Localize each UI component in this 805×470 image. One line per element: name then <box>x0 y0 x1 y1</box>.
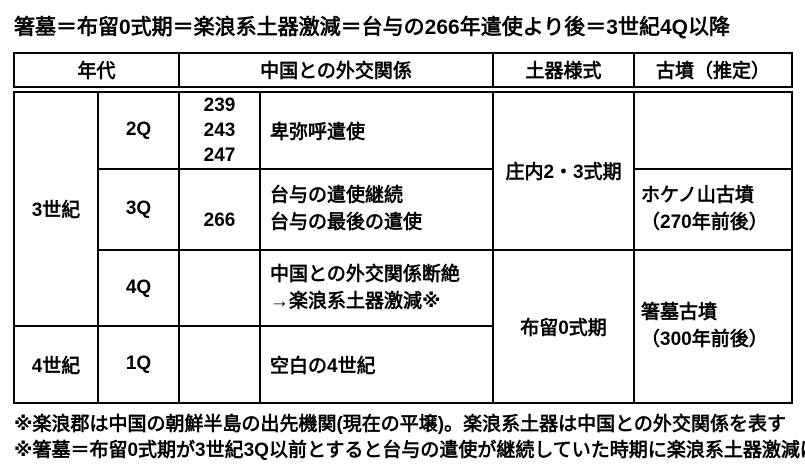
himiko-year-243: 243 <box>203 119 236 141</box>
table-row-1q: 4世紀 1Q 空白の4世紀 <box>13 324 792 404</box>
cell-pottery-shonai: 庄内2・3式期 <box>492 88 636 251</box>
header-china-relations: 中国との外交関係 <box>178 52 495 93</box>
table-row-3q: 3Q 266 台与の遣使継続 台与の最後の遣使 ホケノ山古墳 （270年前後） <box>14 167 794 251</box>
chronology-table: 年代 中国との外交関係 土器様式 古墳（推定） 3世紀 2Q 239 243 2… <box>12 52 794 404</box>
himiko-year-247: 247 <box>203 144 236 166</box>
cell-century-4: 4世紀 <box>13 324 99 404</box>
kofun-hokeno-name: ホケノ山古墳 <box>641 185 754 206</box>
cell-rupture-event: 中国との外交関係断絶 →楽浪系土器激減※ <box>259 248 495 327</box>
kofun-hokeno-date: （270年前後） <box>641 212 768 233</box>
rupture-line2: →楽浪系土器激減※ <box>270 290 441 312</box>
header-kofun: 古墳（推定） <box>633 52 794 93</box>
rupture-line1: 中国との外交関係断絶 <box>270 263 460 285</box>
kofun-hashihaka-date: （300年前後） <box>641 329 768 350</box>
cell-blank-century-event: 空白の4世紀 <box>259 324 495 404</box>
table-row-2q: 3世紀 2Q 239 243 247 卑弥呼遣使 庄内2・3式期 <box>13 88 794 327</box>
cell-pottery-furu: 布留0式期 <box>492 248 636 404</box>
cell-year-1q-empty <box>178 324 262 404</box>
cell-himiko-event: 卑弥呼遣使 <box>259 88 495 170</box>
cell-kofun-hashihaka: 箸墓古墳 （300年前後） <box>633 248 794 404</box>
taiyo-event-line2: 台与の最後の遣使 <box>270 212 423 233</box>
cell-quarter-3q: 3Q <box>96 167 181 251</box>
taiyo-event-line1: 台与の遣使継続 <box>270 185 404 206</box>
footnote-hashihaka: ※箸墓＝布留0式期が3世紀3Q以前とすると台与の遣使が継続していた時期に楽浪系土… <box>14 440 805 461</box>
cell-quarter-1q: 1Q <box>96 324 181 404</box>
cell-kofun-2q-empty <box>633 88 794 170</box>
cell-quarter-4q: 4Q <box>96 248 181 327</box>
header-era: 年代 <box>12 52 181 93</box>
cell-kofun-hokeno: ホケノ山古墳 （270年前後） <box>633 167 794 251</box>
table-header-row: 年代 中国との外交関係 土器様式 古墳（推定） <box>12 52 794 93</box>
footnote-rakuro: ※楽浪郡は中国の朝鮮半島の出先機関(現在の平壌)。楽浪系土器は中国との外交関係を… <box>14 414 786 435</box>
cell-century-3: 3世紀 <box>13 88 99 327</box>
cell-taiyo-year: 266 <box>178 167 262 251</box>
cell-year-4q-empty <box>178 248 262 327</box>
cell-taiyo-event: 台与の遣使継続 台与の最後の遣使 <box>259 167 495 251</box>
cell-himiko-years: 239 243 247 <box>178 88 262 170</box>
himiko-year-239: 239 <box>203 94 236 116</box>
cell-quarter-2q: 2Q <box>96 88 181 170</box>
table-row-4q: 4Q 中国との外交関係断絶 →楽浪系土器激減※ 布留0式期 箸墓古墳 （300年… <box>14 248 794 404</box>
header-pottery-style: 土器様式 <box>492 52 636 93</box>
page-title: 箸墓＝布留0式期＝楽浪系土器激減＝台与の266年遣使より後＝3世紀4Q以降 <box>14 16 730 39</box>
kofun-hashihaka-name: 箸墓古墳 <box>641 302 718 323</box>
